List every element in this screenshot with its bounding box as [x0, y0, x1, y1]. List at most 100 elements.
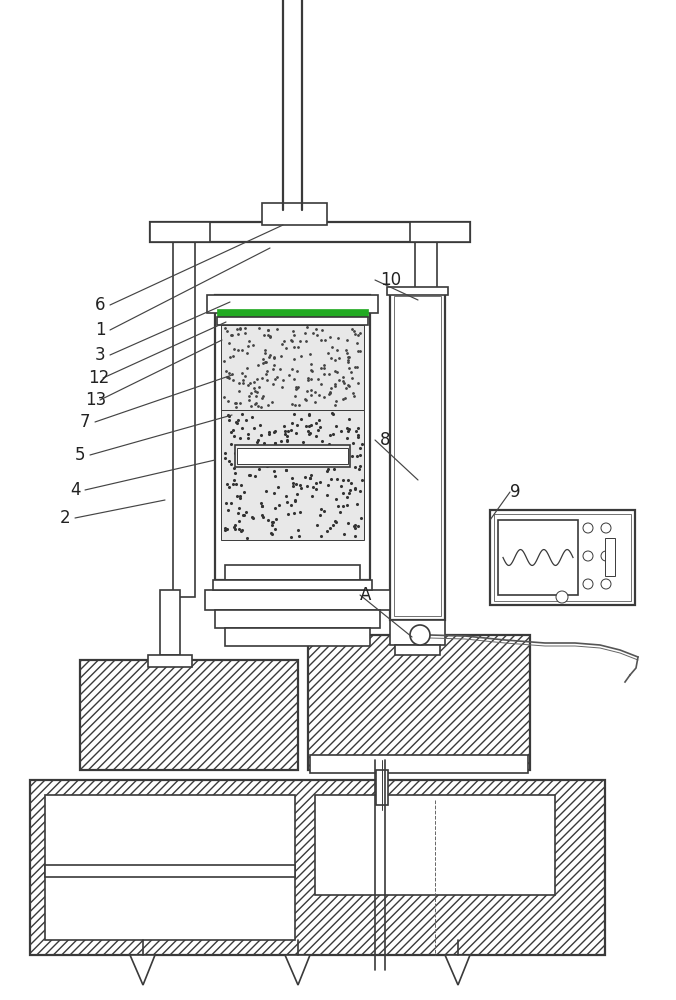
Point: [332, 471, 343, 487]
Point: [330, 513, 341, 529]
Point: [230, 395, 241, 411]
Bar: [80, 660, 298, 770]
Point: [333, 498, 343, 514]
Point: [313, 422, 324, 438]
Point: [235, 523, 246, 539]
Bar: [415, 242, 437, 597]
Point: [218, 353, 229, 369]
Bar: [221, 325, 364, 410]
Point: [304, 346, 315, 362]
Point: [224, 365, 235, 381]
Point: [263, 424, 274, 440]
Point: [329, 376, 340, 392]
Point: [303, 372, 314, 388]
Point: [349, 481, 360, 497]
Point: [356, 510, 366, 526]
Point: [333, 330, 343, 346]
Point: [231, 476, 241, 492]
Point: [299, 452, 310, 468]
Bar: [30, 780, 605, 955]
Point: [291, 379, 301, 395]
Point: [347, 435, 358, 451]
Text: 3: 3: [95, 346, 105, 364]
Bar: [237, 448, 348, 464]
Point: [306, 387, 316, 403]
Point: [268, 376, 279, 392]
Point: [262, 372, 272, 388]
Point: [299, 449, 310, 465]
Point: [241, 412, 252, 428]
Point: [233, 326, 243, 342]
Point: [347, 385, 358, 401]
Point: [293, 397, 304, 413]
Point: [353, 518, 364, 534]
Point: [286, 497, 297, 513]
Point: [219, 522, 230, 538]
Point: [353, 327, 364, 343]
Point: [346, 370, 357, 386]
Point: [287, 470, 297, 486]
Point: [349, 359, 360, 375]
Point: [241, 360, 252, 376]
Point: [314, 412, 324, 428]
Point: [247, 337, 258, 353]
Point: [325, 350, 336, 366]
Point: [254, 461, 264, 477]
Point: [258, 327, 269, 343]
Text: 7: 7: [80, 413, 91, 431]
Point: [355, 440, 366, 456]
Point: [232, 415, 243, 431]
Point: [247, 510, 258, 526]
Circle shape: [410, 625, 430, 645]
Point: [262, 322, 273, 338]
Point: [288, 478, 299, 494]
Point: [276, 443, 287, 459]
Point: [290, 388, 301, 404]
Point: [345, 475, 356, 491]
Point: [352, 448, 362, 464]
Point: [318, 389, 329, 405]
Point: [228, 422, 239, 438]
Point: [337, 472, 348, 488]
Point: [258, 355, 268, 371]
Point: [256, 498, 267, 514]
Point: [260, 342, 271, 358]
Point: [261, 354, 272, 370]
Point: [257, 507, 268, 523]
Point: [349, 459, 360, 475]
Point: [330, 378, 341, 394]
Point: [226, 424, 237, 440]
Point: [314, 419, 325, 435]
Point: [289, 339, 299, 355]
Point: [342, 420, 353, 436]
Point: [269, 435, 280, 451]
Point: [277, 379, 288, 395]
Point: [304, 406, 314, 422]
Point: [228, 348, 239, 364]
Point: [223, 502, 234, 518]
Bar: [605, 538, 615, 576]
Point: [299, 469, 310, 485]
Point: [343, 485, 354, 501]
Point: [223, 479, 234, 495]
Point: [349, 326, 360, 342]
Point: [331, 514, 341, 530]
Point: [243, 377, 254, 393]
Point: [222, 369, 233, 385]
Bar: [217, 309, 368, 317]
Point: [322, 523, 333, 539]
Bar: [221, 410, 364, 540]
Point: [234, 513, 245, 529]
Point: [306, 467, 316, 483]
Point: [288, 371, 299, 387]
Point: [267, 517, 278, 533]
Point: [337, 391, 348, 407]
Point: [237, 420, 247, 436]
Point: [252, 455, 263, 471]
Point: [304, 442, 314, 458]
Point: [293, 379, 304, 395]
Point: [306, 417, 316, 433]
Bar: [215, 610, 380, 628]
Point: [302, 370, 313, 386]
Point: [249, 380, 260, 396]
